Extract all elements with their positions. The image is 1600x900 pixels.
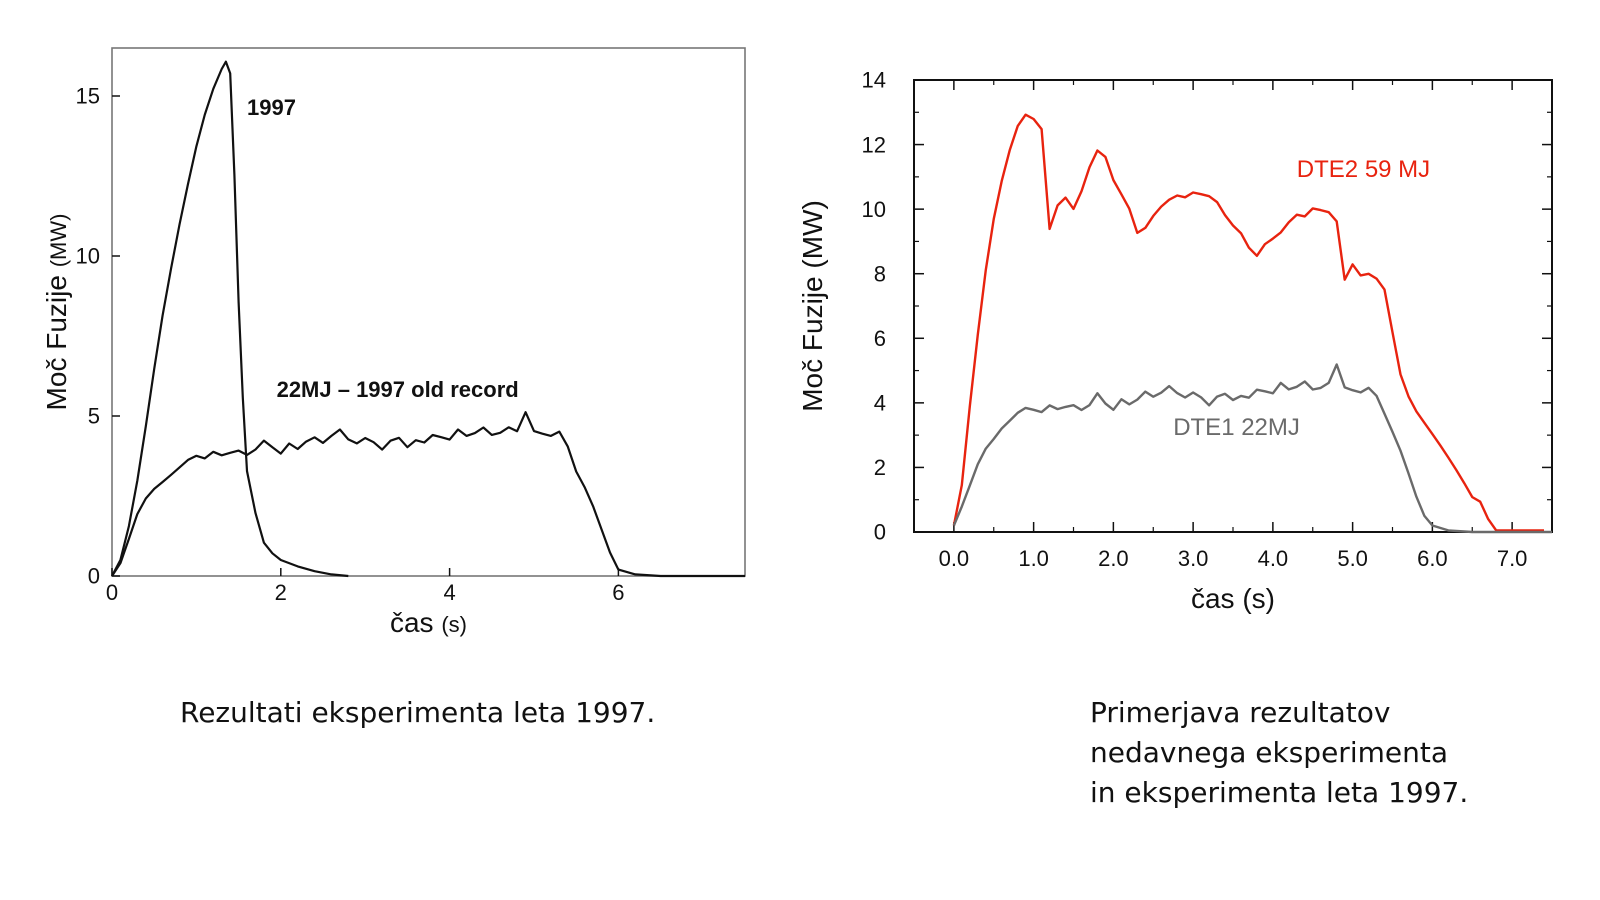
y-tick-label: 0 (874, 520, 886, 545)
annotation-2: DTE1 22MJ (1173, 414, 1300, 441)
x-axis-unit: (s) (1242, 583, 1275, 614)
y-tick-label: 2 (874, 455, 886, 480)
y-axis-unit: (MW) (46, 214, 71, 268)
series-line-1 (111, 60, 349, 578)
y-tick-label: 5 (88, 404, 100, 429)
plot-frame (111, 47, 746, 577)
right-caption-line-1: Primerjava rezultatov (1090, 696, 1391, 729)
x-tick-label: 3.0 (1178, 546, 1209, 571)
annotation-1: DTE2 59 MJ (1297, 156, 1430, 183)
x-tick-label: 5.0 (1337, 546, 1368, 571)
y-axis-unit: (MW) (800, 200, 828, 268)
y-tick-label: 12 (862, 132, 886, 157)
x-tick-label: 2.0 (1098, 546, 1129, 571)
y-tick-label: 8 (874, 261, 886, 286)
x-tick-label: 4.0 (1258, 546, 1289, 571)
y-tick-label: 15 (76, 84, 100, 109)
x-axis-title: čas (s) (390, 607, 467, 638)
right-chart: 0.0 1.0 2.0 3.0 4.0 5.0 6.0 7.0 0 2 4 6 8 10 12 14 DTE2 … (800, 68, 1553, 614)
y-axis-title: Moč Fuzije (MW) (800, 200, 828, 412)
y-tick-label: 6 (874, 326, 886, 351)
x-tick-label: 1.0 (1018, 546, 1049, 571)
left-caption: Rezultati eksperimenta leta 1997. (180, 693, 655, 733)
series-line-2 (111, 411, 745, 578)
y-tick-label: 14 (862, 68, 886, 93)
right-caption: Primerjava rezultatov nedavnega eksperim… (1090, 693, 1468, 813)
series-line-1 (952, 113, 1544, 532)
y-axis-title: Moč Fuzije (MW) (41, 214, 72, 411)
series-line-2 (952, 363, 1552, 534)
x-tick-label: 0.0 (939, 546, 970, 571)
x-tick-label: 2 (275, 580, 287, 605)
annotation-1: 1997 (247, 95, 296, 120)
x-tick-label: 7.0 (1497, 546, 1528, 571)
y-tick-label: 10 (76, 244, 100, 269)
y-tick-label: 10 (862, 197, 886, 222)
x-tick-label: 6.0 (1417, 546, 1448, 571)
x-tick-label: 0 (106, 580, 118, 605)
y-tick-label: 0 (88, 564, 100, 589)
x-axis-unit: (s) (441, 612, 467, 637)
y-tick-label: 4 (874, 391, 886, 416)
left-chart: 0 2 4 6 0 5 10 15 1997 22MJ – 1997 old record čas … (41, 47, 746, 638)
right-caption-line-2: nedavnega eksperimenta (1090, 736, 1448, 769)
x-axis-title: čas (s) (1191, 583, 1275, 614)
x-tick-label: 6 (612, 580, 624, 605)
right-caption-line-3: in eksperimenta leta 1997. (1090, 776, 1469, 809)
left-caption-text: Rezultati eksperimenta leta 1997. (180, 696, 656, 729)
annotation-2: 22MJ – 1997 old record (277, 377, 519, 402)
x-tick-label: 4 (443, 580, 455, 605)
